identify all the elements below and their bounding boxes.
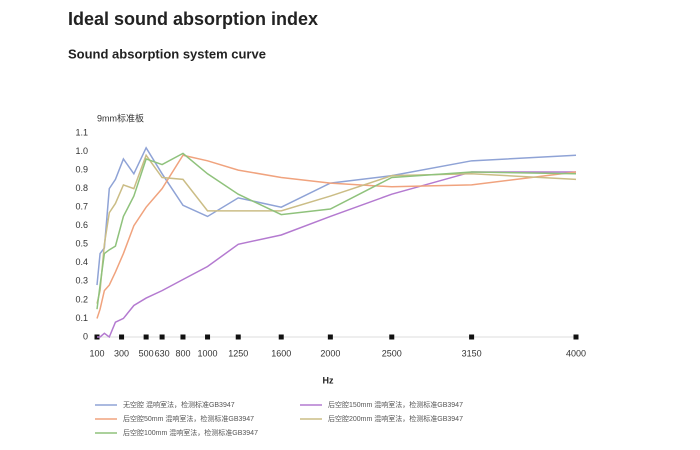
x-tick-mark xyxy=(389,334,395,340)
x-tick-label: 500 xyxy=(139,348,154,358)
series-line xyxy=(96,153,577,304)
x-tick-label: 800 xyxy=(175,348,190,358)
x-tick-label: 2000 xyxy=(320,348,340,358)
x-tick-mark xyxy=(278,334,284,340)
chart-title: Ideal sound absorption index xyxy=(68,9,318,29)
x-tick-label: 300 xyxy=(114,348,129,358)
x-tick-label: 4000 xyxy=(566,348,586,358)
x-tick-label: 100 xyxy=(89,348,104,358)
y-tick-label: 0.4 xyxy=(75,257,88,267)
x-tick-label: 630 xyxy=(155,348,170,358)
y-tick-label: 0.2 xyxy=(75,294,88,304)
series-line xyxy=(96,146,577,286)
x-tick-label: 2500 xyxy=(382,348,402,358)
y-tick-label: 0.5 xyxy=(75,239,88,249)
y-tick-label: 0.9 xyxy=(75,164,88,174)
y-tick-label: 1.0 xyxy=(75,146,88,156)
legend-label: 无空腔 混响室法，检测标准GB3947 xyxy=(123,400,235,409)
series-line xyxy=(97,171,576,339)
x-tick-label: 1600 xyxy=(271,348,291,358)
x-axis-label: Hz xyxy=(323,375,334,385)
x-tick-mark xyxy=(573,334,579,340)
chart-subtitle: Sound absorption system curve xyxy=(68,46,266,61)
legend-label: 后空腔150mm 混响室法，检测标准GB3947 xyxy=(328,400,463,409)
x-tick-mark xyxy=(235,334,241,340)
y-tick-label: 0.1 xyxy=(75,313,88,323)
x-tick-mark xyxy=(143,334,149,340)
x-tick-mark xyxy=(159,334,165,340)
series-line xyxy=(96,154,577,319)
x-tick-mark xyxy=(469,334,475,340)
y-tick-label: 0 xyxy=(83,331,88,341)
x-tick-label: 1250 xyxy=(228,348,248,358)
y-tick-label: 0.7 xyxy=(75,202,88,212)
x-tick-mark xyxy=(327,334,333,340)
y-tick-label: 0.6 xyxy=(75,220,88,230)
legend-label: 后空腔100mm 混响室法，检测标准GB3947 xyxy=(123,428,258,437)
y-axis-label: 9mm标准板 xyxy=(97,112,144,123)
y-tick-label: 0.8 xyxy=(75,183,88,193)
legend-label: 后空腔200mm 混响室法，检测标准GB3947 xyxy=(328,414,463,423)
y-tick-label: 0.3 xyxy=(75,276,88,286)
legend-label: 后空腔50mm 混响室法，检测标准GB3947 xyxy=(123,414,254,423)
x-tick-label: 1000 xyxy=(198,348,218,358)
x-tick-mark xyxy=(205,334,211,340)
series-line xyxy=(96,152,577,310)
y-tick-label: 1.1 xyxy=(75,127,88,137)
x-tick-mark xyxy=(180,334,186,340)
x-tick-mark xyxy=(119,334,125,340)
x-tick-label: 3150 xyxy=(462,348,482,358)
